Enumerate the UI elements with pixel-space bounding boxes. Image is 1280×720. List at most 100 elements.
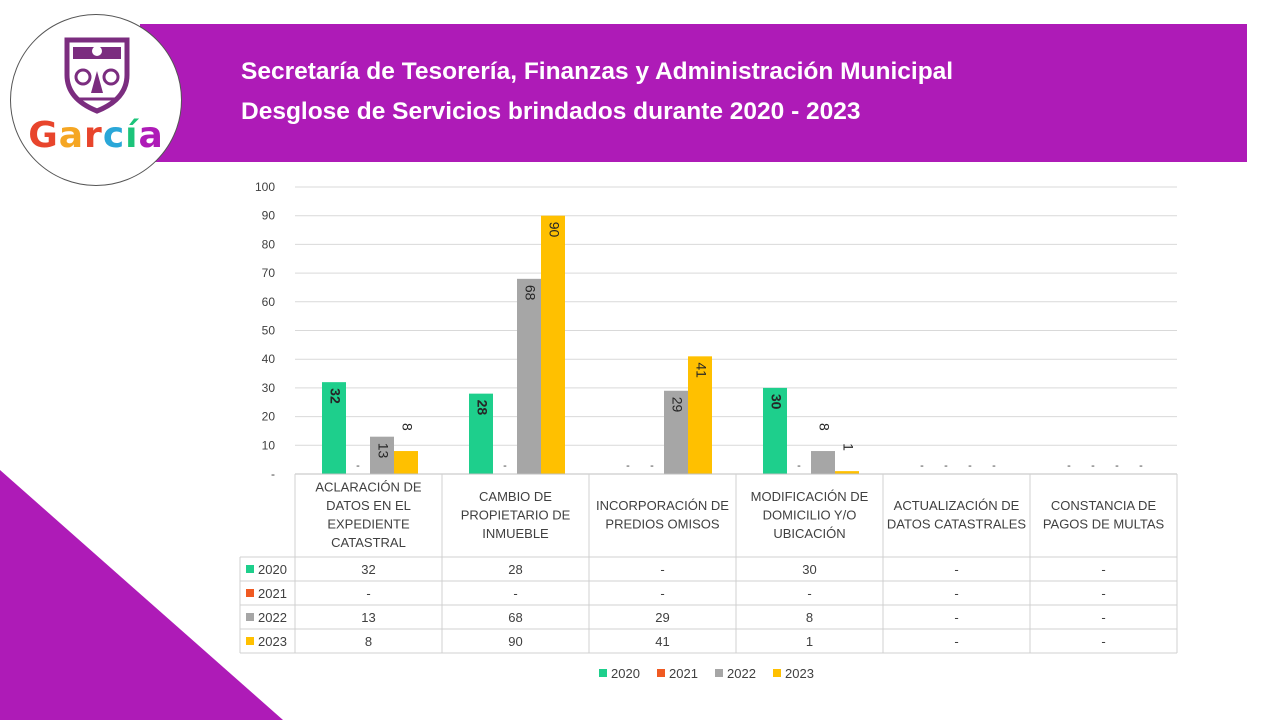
table-cell: - bbox=[660, 586, 664, 601]
category-label: INMUEBLE bbox=[482, 526, 549, 541]
table-cell: 68 bbox=[508, 610, 522, 625]
data-label: 13 bbox=[375, 443, 391, 459]
table-cell: - bbox=[954, 610, 958, 625]
logo-text: García bbox=[11, 115, 181, 156]
series-row-label: 2021 bbox=[258, 586, 287, 601]
y-tick-label: 10 bbox=[262, 438, 276, 452]
category-label: CAMBIO DE bbox=[479, 489, 552, 504]
y-tick-label: 90 bbox=[262, 209, 276, 223]
category-label: DATOS CATASTRALES bbox=[887, 517, 1027, 532]
bar bbox=[811, 451, 835, 474]
series-key-swatch bbox=[246, 613, 254, 621]
category-label: CONSTANCIA DE bbox=[1051, 498, 1157, 513]
page-title: Secretaría de Tesorería, Finanzas y Admi… bbox=[241, 58, 954, 85]
category-label: PAGOS DE MULTAS bbox=[1043, 517, 1165, 532]
category-label: INCORPORACIÓN DE bbox=[596, 498, 729, 513]
legend-label: 2022 bbox=[727, 666, 756, 681]
data-label: 28 bbox=[474, 400, 490, 416]
legend-swatch bbox=[715, 669, 723, 677]
logo-letter: G bbox=[28, 115, 59, 156]
table-cell: 41 bbox=[655, 634, 669, 649]
table-cell: - bbox=[807, 586, 811, 601]
empty-value-label: - bbox=[968, 460, 972, 472]
bar bbox=[763, 387, 787, 474]
logo-letter: c bbox=[102, 115, 126, 156]
empty-value-label: - bbox=[626, 460, 630, 472]
data-label: 32 bbox=[327, 388, 343, 404]
table-cell: 8 bbox=[806, 610, 813, 625]
bar bbox=[664, 390, 688, 474]
empty-value-label: - bbox=[920, 460, 924, 472]
series-row-label: 2020 bbox=[258, 562, 287, 577]
legend-swatch bbox=[599, 669, 607, 677]
data-label: 1 bbox=[840, 443, 856, 451]
y-tick-label: - bbox=[271, 467, 275, 481]
header-band bbox=[140, 24, 1247, 162]
table-cell: - bbox=[1101, 634, 1105, 649]
logo-letter: r bbox=[84, 115, 103, 156]
series-row-label: 2022 bbox=[258, 610, 287, 625]
table-cell: - bbox=[1101, 586, 1105, 601]
table-cell: 30 bbox=[802, 562, 816, 577]
series-key-swatch bbox=[246, 589, 254, 597]
series-key-swatch bbox=[246, 565, 254, 573]
category-label: CATASTRAL bbox=[331, 535, 406, 550]
logo-letter: í bbox=[125, 115, 139, 156]
empty-value-label: - bbox=[797, 460, 801, 472]
empty-value-label: - bbox=[1139, 460, 1143, 472]
series-key-swatch bbox=[246, 637, 254, 645]
empty-value-label: - bbox=[650, 460, 654, 472]
series-row-label: 2023 bbox=[258, 634, 287, 649]
table-cell: 32 bbox=[361, 562, 375, 577]
y-tick-label: 20 bbox=[262, 410, 276, 424]
data-label: 30 bbox=[768, 394, 784, 410]
y-tick-label: 40 bbox=[262, 352, 276, 366]
y-tick-label: 100 bbox=[255, 180, 275, 194]
data-label: 68 bbox=[522, 285, 538, 301]
bar bbox=[469, 393, 493, 474]
data-label: 41 bbox=[693, 362, 709, 378]
y-tick-label: 30 bbox=[262, 381, 276, 395]
category-label: ACLARACIÓN DE bbox=[315, 480, 422, 495]
category-label: DATOS EN EL bbox=[326, 498, 411, 513]
table-cell: - bbox=[954, 634, 958, 649]
empty-value-label: - bbox=[944, 460, 948, 472]
bar bbox=[688, 356, 712, 474]
table-cell: - bbox=[954, 562, 958, 577]
empty-value-label: - bbox=[1067, 460, 1071, 472]
shield-emblem-icon bbox=[64, 37, 130, 114]
table-cell: - bbox=[660, 562, 664, 577]
y-tick-label: 50 bbox=[262, 324, 276, 338]
empty-value-label: - bbox=[1115, 460, 1119, 472]
table-cell: 13 bbox=[361, 610, 375, 625]
legend-swatch bbox=[773, 669, 781, 677]
table-cell: 28 bbox=[508, 562, 522, 577]
category-label: ACTUALIZACIÓN DE bbox=[894, 498, 1020, 513]
category-label: UBICACIÓN bbox=[773, 526, 845, 541]
table-cell: 8 bbox=[365, 634, 372, 649]
empty-value-label: - bbox=[992, 460, 996, 472]
bar bbox=[541, 215, 565, 474]
logo-letter: a bbox=[138, 115, 164, 156]
category-label: DOMICILIO Y/O bbox=[763, 507, 857, 522]
y-tick-label: 70 bbox=[262, 266, 276, 280]
category-label: PROPIETARIO DE bbox=[461, 507, 571, 522]
y-tick-label: 60 bbox=[262, 295, 276, 309]
table-cell: 1 bbox=[806, 634, 813, 649]
legend-swatch bbox=[657, 669, 665, 677]
data-label: 90 bbox=[546, 222, 562, 238]
table-cell: - bbox=[1101, 562, 1105, 577]
category-label: PREDIOS OMISOS bbox=[605, 517, 719, 532]
data-label: 8 bbox=[816, 423, 832, 431]
legend-label: 2023 bbox=[785, 666, 814, 681]
data-label: 29 bbox=[669, 397, 685, 413]
page-subtitle: Desglose de Servicios brindados durante … bbox=[241, 98, 861, 125]
category-label: EXPEDIENTE bbox=[327, 517, 410, 532]
table-cell: - bbox=[513, 586, 517, 601]
table-cell: 29 bbox=[655, 610, 669, 625]
bar bbox=[835, 471, 859, 474]
y-tick-label: 80 bbox=[262, 237, 276, 251]
logo: García bbox=[10, 14, 182, 186]
data-label: 8 bbox=[399, 423, 415, 431]
